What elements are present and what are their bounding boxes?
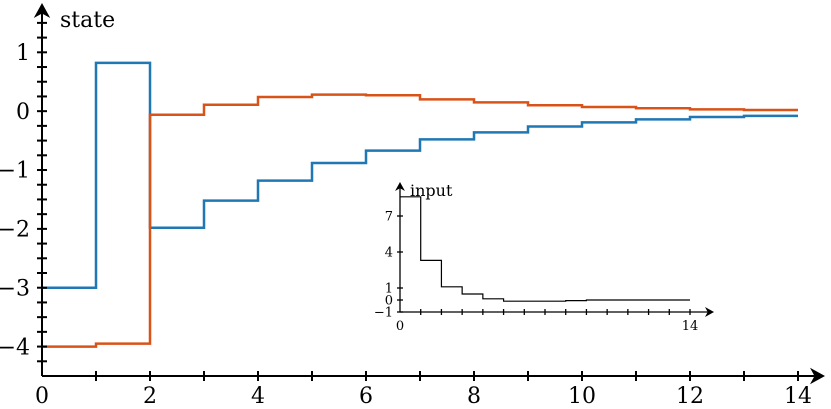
- inset-x-tick-label: 0: [396, 319, 404, 334]
- x-tick-label: 10: [568, 384, 596, 409]
- inset-y-axis-arrow: [395, 182, 405, 191]
- x-tick-label: 8: [467, 384, 481, 409]
- y-tick-label: 1: [16, 41, 30, 66]
- y-tick-label: −2: [0, 218, 30, 243]
- x-tick-label: 4: [251, 384, 265, 409]
- y-tick-label: −4: [0, 335, 30, 360]
- y-tick-label: 0: [16, 100, 30, 125]
- inset-y-tick-label: 1: [385, 282, 393, 297]
- x-tick-label: 6: [359, 384, 373, 409]
- y-tick-label: −3: [0, 276, 30, 301]
- inset-y-tick-label: −1: [374, 306, 393, 321]
- y-axis-arrow: [33, 3, 51, 18]
- inset-y-tick-label: 7: [385, 210, 393, 225]
- y-axis-label: state: [60, 8, 115, 33]
- inset-y-tick-label: 0: [385, 294, 393, 309]
- inset-series-1-line: [400, 196, 690, 302]
- x-tick-label: 14: [784, 384, 812, 409]
- inset-y-tick-label: 4: [385, 246, 393, 261]
- inset-x-axis-arrow: [705, 307, 714, 317]
- x-tick-label: 2: [143, 384, 157, 409]
- x-tick-label: 12: [676, 384, 704, 409]
- inset-x-tick-label: 14: [682, 319, 699, 334]
- series-1-line: [42, 61, 798, 289]
- y-tick-label: −1: [0, 159, 30, 184]
- inset-y-axis-label: input: [410, 181, 453, 200]
- x-axis-arrow: [810, 367, 825, 385]
- x-tick-label: 0: [35, 384, 49, 409]
- series-2-line: [42, 93, 798, 348]
